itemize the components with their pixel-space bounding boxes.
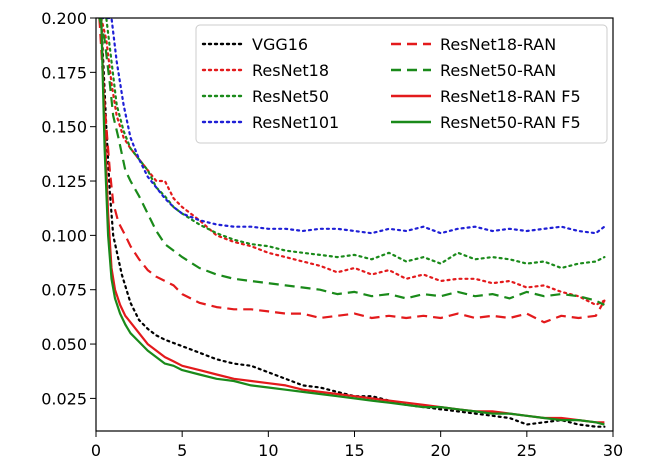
- y-tick-label-7: 0.200: [41, 9, 87, 28]
- legend-label-resnet50-ran-f5: ResNet50-RAN F5: [440, 113, 581, 132]
- series-layer: [98, 18, 606, 428]
- x-tick-label-15: 15: [344, 441, 364, 460]
- y-tick-label-2: 0.075: [41, 281, 87, 300]
- axes-layer: 0 5 10 15 20 25 30 0.025 0.050 0.075 0.100 0.125 0.1…: [41, 9, 623, 460]
- legend-label-resnet101: ResNet101: [252, 113, 339, 132]
- series-line-resnet18-ran: [98, 18, 606, 324]
- x-tick-label-20: 20: [430, 441, 450, 460]
- y-tick-label-3: 0.100: [41, 226, 87, 245]
- x-tick-label-10: 10: [258, 441, 278, 460]
- series-line-resnet50-ran-f5: [100, 18, 605, 426]
- x-tick-label-25: 25: [517, 441, 537, 460]
- y-tick-label-1: 0.050: [41, 335, 87, 354]
- legend-label-resnet18-ran: ResNet18-RAN: [440, 35, 556, 54]
- legend: VGG16 ResNet18 ResNet50 ResNet101 ResNet18-R…: [195, 24, 608, 144]
- y-tick-label-4: 0.125: [41, 172, 87, 191]
- series-line-resnet50-ran: [98, 18, 605, 306]
- series-line-resnet18: [100, 18, 606, 306]
- series-line-vgg16: [100, 18, 606, 428]
- legend-label-resnet18-ran-f5: ResNet18-RAN F5: [440, 87, 581, 106]
- x-tick-label-30: 30: [603, 441, 623, 460]
- series-line-resnet101: [100, 18, 606, 235]
- y-tick-label-6: 0.175: [41, 63, 87, 82]
- x-tick-label-5: 5: [177, 441, 187, 460]
- series-line-resnet50: [100, 18, 606, 270]
- y-tick-label-5: 0.150: [41, 118, 87, 137]
- legend-label-vgg16: VGG16: [252, 35, 308, 54]
- legend-box: [195, 24, 608, 144]
- legend-label-resnet50: ResNet50: [252, 87, 329, 106]
- y-tick-label-0: 0.025: [41, 389, 87, 408]
- legend-label-resnet50-ran: ResNet50-RAN: [440, 61, 556, 80]
- legend-label-resnet18: ResNet18: [252, 61, 329, 80]
- x-tick-label-0: 0: [91, 441, 101, 460]
